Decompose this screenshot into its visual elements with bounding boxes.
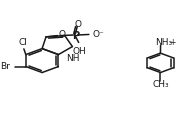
Text: +: + xyxy=(169,38,175,47)
Text: CH₃: CH₃ xyxy=(152,80,169,89)
Text: O⁻: O⁻ xyxy=(93,30,104,39)
Text: O: O xyxy=(58,30,65,39)
Text: NH: NH xyxy=(66,53,80,62)
Text: O: O xyxy=(75,20,82,28)
Text: OH: OH xyxy=(73,46,86,55)
Text: P: P xyxy=(72,31,79,41)
Text: Br: Br xyxy=(0,62,10,71)
Text: NH₃: NH₃ xyxy=(155,38,172,47)
Text: Cl: Cl xyxy=(19,38,28,47)
